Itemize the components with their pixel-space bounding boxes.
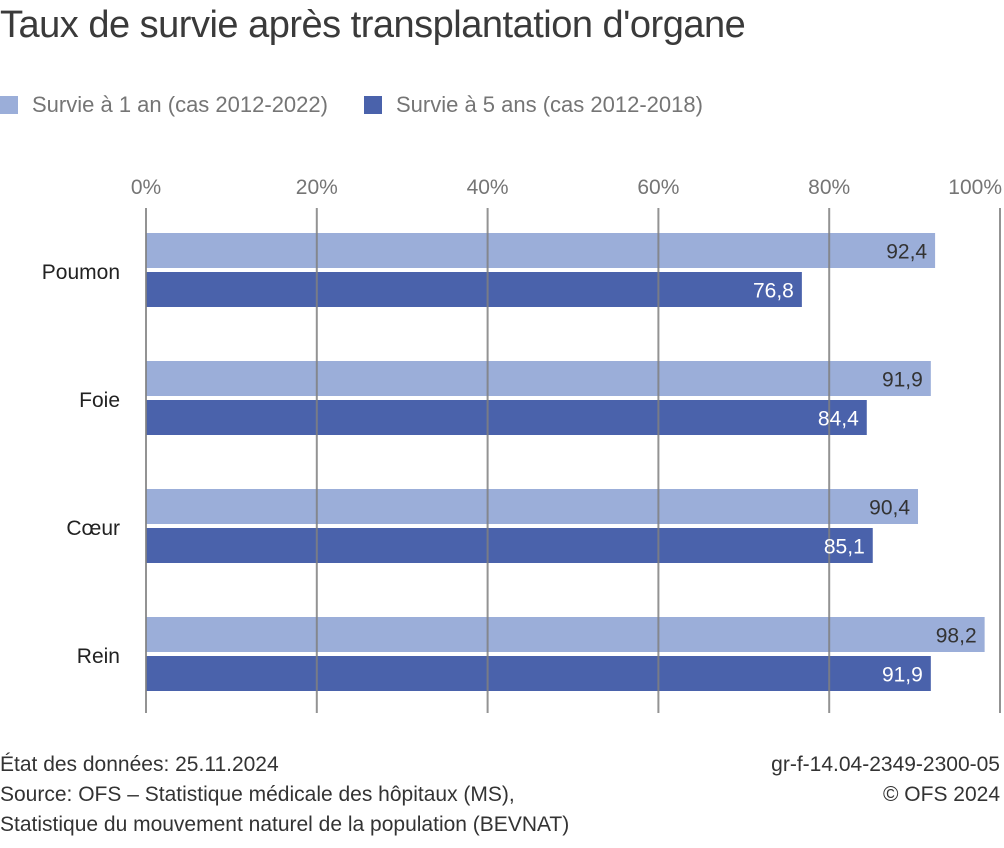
legend-label-5-years: Survie à 5 ans (cas 2012-2018)	[395, 92, 703, 117]
bar-poumon-series-2	[146, 272, 802, 307]
footer-left: État des données: 25.11.2024 Source: OFS…	[0, 750, 569, 840]
data-status: État des données: 25.11.2024	[0, 753, 279, 776]
legend-item-1-year: Survie à 1 an (cas 2012-2022)	[0, 92, 328, 118]
category-label-rein: Rein	[77, 645, 120, 668]
legend: Survie à 1 an (cas 2012-2022) Survie à 5…	[0, 92, 739, 118]
x-tick-label-0: 0%	[131, 176, 161, 199]
data-label-cur-series-1: 90,4	[869, 497, 910, 520]
bar-cur-series-1	[146, 489, 919, 524]
bar-foie-series-2	[146, 400, 867, 435]
legend-item-5-years: Survie à 5 ans (cas 2012-2018)	[363, 92, 703, 118]
x-tick-label-40: 40%	[467, 176, 509, 199]
bar-rein-series-2	[146, 656, 931, 691]
data-label-rein-series-1: 98,2	[936, 625, 977, 648]
x-tick-label-80: 80%	[808, 176, 850, 199]
x-tick-label-20: 20%	[296, 176, 338, 199]
legend-swatch-5-years	[363, 96, 382, 114]
copyright: © OFS 2024	[882, 783, 1000, 806]
bar-foie-series-1	[146, 361, 931, 396]
legend-swatch-1-year	[0, 96, 18, 114]
bar-rein-series-1	[146, 617, 985, 652]
data-label-foie-series-2: 84,4	[818, 408, 859, 431]
category-label-poumon: Poumon	[42, 261, 120, 284]
footer-right: gr-f-14.04-2349-2300-05 © OFS 2024	[771, 750, 1000, 810]
bar-poumon-series-1	[146, 233, 936, 268]
data-label-rein-series-2: 91,9	[882, 664, 923, 687]
source-line-2: Statistique du mouvement naturel de la p…	[0, 813, 570, 836]
x-tick-label-60: 60%	[637, 176, 679, 199]
data-label-cur-series-2: 85,1	[824, 536, 865, 559]
bar-cur-series-2	[146, 528, 873, 563]
legend-label-1-year: Survie à 1 an (cas 2012-2022)	[32, 92, 328, 117]
category-label-foie: Foie	[79, 389, 120, 412]
x-tick-label-100: 100%	[948, 176, 1002, 199]
category-label-cur: Cœur	[66, 517, 120, 540]
data-label-foie-series-1: 91,9	[882, 369, 923, 392]
source-line-1: Source: OFS – Statistique médicale des h…	[0, 783, 515, 806]
data-label-poumon-series-2: 76,8	[753, 280, 794, 303]
chart-title: Taux de survie après transplantation d'o…	[0, 4, 746, 46]
chart-id: gr-f-14.04-2349-2300-05	[771, 753, 1000, 776]
data-label-poumon-series-1: 92,4	[886, 241, 927, 264]
